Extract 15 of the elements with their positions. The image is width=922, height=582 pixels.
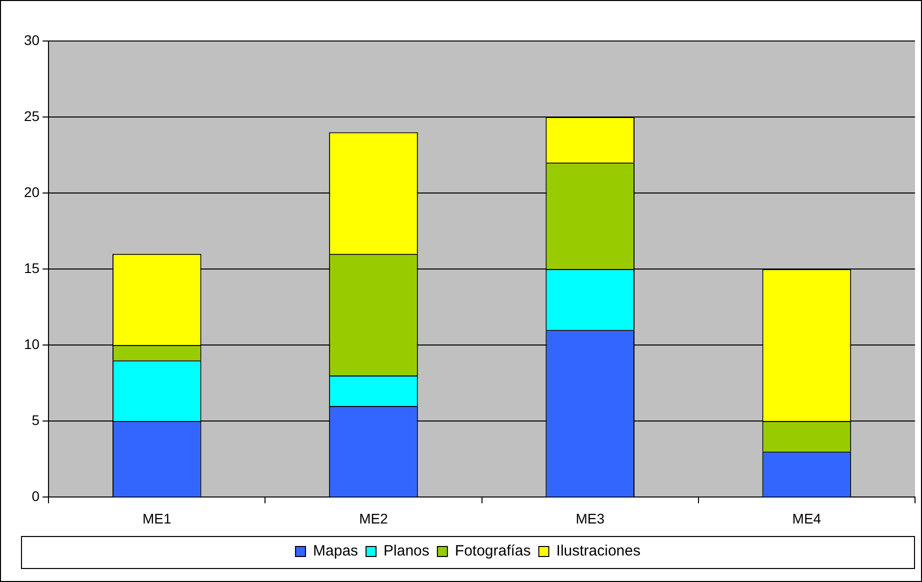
y-tick-label: 25: [24, 108, 40, 124]
legend-label: Fotografías: [454, 542, 531, 560]
legend-label: Mapas: [313, 542, 358, 560]
y-tick-label: 20: [24, 184, 40, 200]
y-tick-label: 0: [32, 488, 40, 504]
y-tick-label: 10: [24, 336, 40, 352]
legend-label: Ilustraciones: [556, 542, 640, 560]
y-tick-label: 15: [24, 260, 40, 276]
y-tick-label: 5: [32, 412, 40, 428]
legend-label: Planos: [384, 542, 430, 560]
x-tick-label: ME2: [359, 510, 388, 526]
x-tick-label: ME1: [142, 510, 172, 526]
x-tick-label: ME4: [792, 510, 822, 526]
y-tick-label: 30: [24, 32, 40, 48]
x-tick-label: ME3: [576, 510, 605, 526]
